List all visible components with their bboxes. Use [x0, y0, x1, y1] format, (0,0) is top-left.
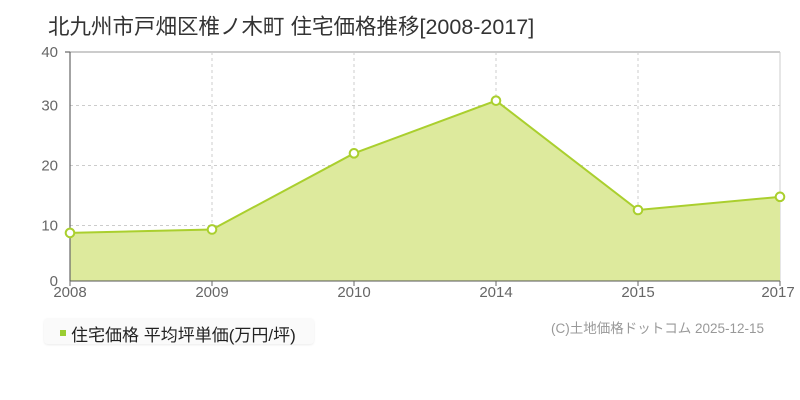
svg-text:20: 20: [41, 158, 58, 175]
svg-text:10: 10: [41, 218, 58, 235]
svg-text:30: 30: [41, 98, 58, 115]
svg-text:2008: 2008: [53, 284, 86, 301]
svg-text:2015: 2015: [621, 284, 654, 301]
svg-text:2009: 2009: [195, 284, 228, 301]
svg-text:40: 40: [41, 44, 58, 61]
svg-text:2010: 2010: [337, 284, 370, 301]
svg-text:2017: 2017: [761, 284, 794, 301]
svg-text:2014: 2014: [479, 284, 512, 301]
